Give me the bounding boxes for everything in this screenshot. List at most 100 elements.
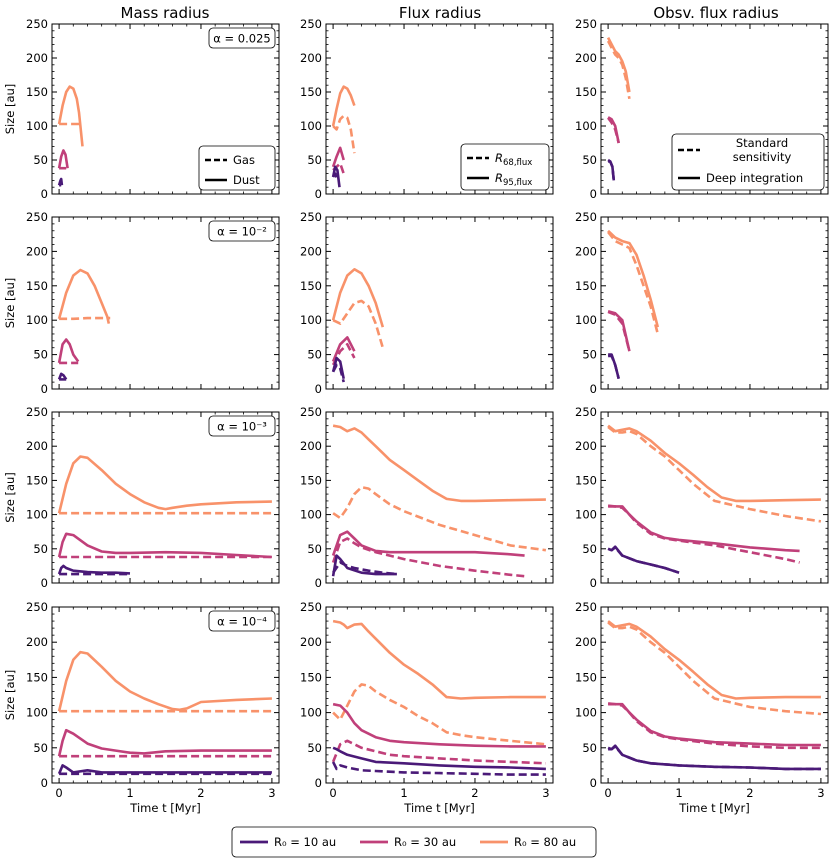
bottom-legend: R₀ = 10 au R₀ = 30 au R₀ = 80 au — [231, 826, 597, 858]
series-line-r80-solid — [332, 619, 546, 700]
series-line-r10-solid — [607, 158, 616, 181]
y-tick-label: 200 — [300, 439, 322, 453]
panel-row3-flux: 0 50 100 150 200 250 — [300, 405, 554, 590]
y-tick-label: 100 — [26, 313, 48, 327]
panel-row2-mass: 0 50 100 150 200 250 Size [au] α = 10⁻² — [3, 210, 280, 396]
series-line-r10-solid — [331, 165, 341, 188]
y-tick-label: 250 — [26, 405, 48, 419]
y-tick-label: 200 — [300, 51, 322, 65]
series-line-r80-dashed — [332, 299, 385, 349]
y-tick-label: 150 — [26, 85, 48, 99]
y-tick-label: 50 — [307, 348, 322, 362]
series-line-r10-solid — [332, 746, 546, 771]
plot-frame — [600, 411, 829, 584]
y-tick-label: 250 — [26, 210, 48, 224]
y-tick-label: 100 — [300, 119, 322, 133]
y-tick-label: 250 — [300, 405, 322, 419]
x-tick-label: 1 — [126, 786, 133, 800]
x-axis-label: Time t [Myr] — [678, 801, 749, 815]
alpha-label-box — [208, 27, 276, 49]
series-line-r80-solid — [606, 37, 631, 93]
plot-frame — [600, 606, 829, 784]
alpha-label: α = 10⁻³ — [217, 420, 267, 434]
panel-row4-flux: 0 50 100 150 200 250 0 1 2 3 Time t [Myr] — [300, 600, 554, 815]
y-tick-label: 150 — [300, 473, 322, 487]
x-tick-label: 3 — [268, 786, 275, 800]
y-tick-label: 0 — [41, 187, 48, 201]
y-tick-label: 250 — [575, 17, 597, 31]
plot-frame — [600, 216, 829, 390]
y-tick-label: 200 — [26, 635, 48, 649]
plot-frame — [51, 411, 280, 584]
y-tick-label: 0 — [41, 382, 48, 396]
x-tick-label: 1 — [675, 786, 682, 800]
legend-box — [671, 133, 825, 191]
plot-frame — [325, 411, 554, 584]
legend-label: Standard — [736, 136, 788, 150]
x-tick-label: 2 — [471, 786, 478, 800]
y-tick-label: 50 — [33, 542, 48, 556]
y-axis-label: Size [au] — [3, 84, 17, 135]
y-tick-label: 200 — [575, 439, 597, 453]
y-tick-label: 100 — [575, 119, 597, 133]
series-line-r80-dashed — [332, 683, 547, 746]
x-tick-label: 2 — [746, 786, 753, 800]
y-tick-label: 0 — [590, 187, 597, 201]
y-tick-label: 100 — [300, 706, 322, 720]
y-tick-label: 150 — [26, 473, 48, 487]
series-line-r80-dashed — [607, 425, 822, 523]
y-tick-label: 100 — [26, 119, 48, 133]
column-title-obs: Obsv. flux radius — [653, 4, 779, 22]
series-line-r10-solid — [608, 353, 620, 380]
y-tick-label: 200 — [575, 635, 597, 649]
plot-frame — [51, 606, 280, 784]
x-axis-label: Time t [Myr] — [129, 801, 200, 815]
series-line-r30-dashed — [331, 739, 546, 765]
y-tick-label: 150 — [300, 85, 322, 99]
y-tick-label: 100 — [300, 313, 322, 327]
y-tick-label: 100 — [575, 313, 597, 327]
series-line-r80-solid — [331, 85, 356, 127]
legend-label: Deep integration — [706, 171, 803, 185]
legend-label: R95,flux — [495, 171, 532, 188]
x-tick-label: 2 — [197, 786, 204, 800]
alpha-label: α = 10⁻⁴ — [217, 615, 267, 629]
y-tick-label: 150 — [575, 473, 597, 487]
y-tick-label: 50 — [307, 542, 322, 556]
y-tick-label: 150 — [575, 670, 597, 684]
series-line-r10-solid — [57, 564, 131, 575]
y-tick-label: 0 — [41, 576, 48, 590]
series-line-r80-solid — [607, 424, 821, 503]
plot-frame — [51, 23, 280, 195]
alpha-label-box — [208, 415, 276, 437]
y-tick-label: 200 — [575, 244, 597, 258]
series-line-r30-solid — [607, 116, 620, 144]
y-tick-label: 200 — [575, 51, 597, 65]
series-line-r30-solid — [331, 146, 345, 168]
series-line-r80-solid — [57, 455, 272, 514]
series-line-r30-dashed — [608, 505, 800, 564]
y-tick-label: 250 — [26, 600, 48, 614]
series-line-r80-dashed — [59, 316, 111, 321]
series-line-r10-solid — [57, 764, 272, 775]
panel-row1-flux: 0 50 100 150 200 250 R68,flux R95,flux — [300, 17, 554, 201]
bottom-legend-label: R₀ = 30 au — [394, 835, 456, 849]
y-tick-label: 50 — [582, 741, 597, 755]
panel-row1-mass: 0 50 100 150 200 250 Size [au] α = 0.025 Gas Dust — [3, 17, 280, 201]
series-line-r10-solid — [331, 554, 397, 577]
alpha-label-box — [208, 610, 276, 632]
y-tick-label: 250 — [575, 405, 597, 419]
x-tick-label: 0 — [329, 786, 336, 800]
panel-row3-mass: 0 50 100 150 200 250 Size [au] α = 10⁻³ — [3, 405, 280, 590]
series-line-r30-solid — [57, 532, 272, 559]
x-tick-label: 1 — [400, 786, 407, 800]
legend-label: R68,flux — [495, 151, 532, 168]
series-line-r30-solid — [332, 702, 546, 748]
y-tick-label: 100 — [575, 508, 597, 522]
y-tick-label: 0 — [590, 576, 597, 590]
series-line-r80-dashed — [607, 621, 822, 716]
legend-label-line2: sensitivity — [733, 150, 792, 164]
bottom-legend-label: R₀ = 80 au — [514, 835, 576, 849]
series-line-r10-dashed — [331, 761, 546, 776]
